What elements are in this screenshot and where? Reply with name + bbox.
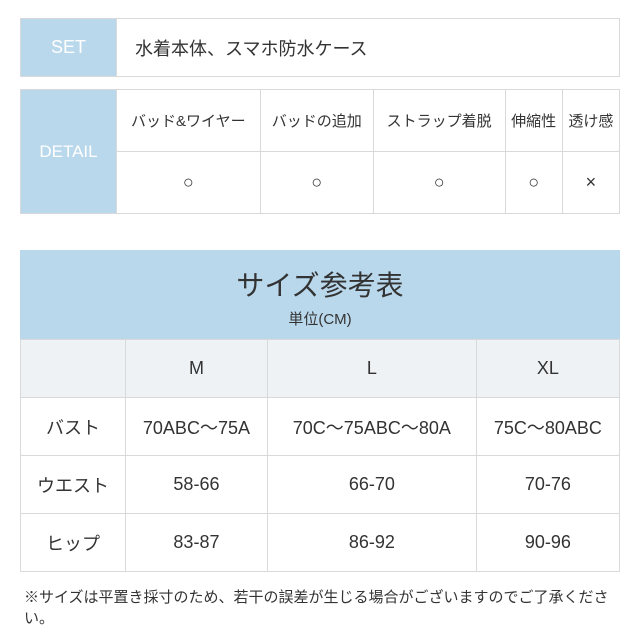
size-cell: 58-66: [126, 456, 268, 514]
set-table: SET 水着本体、スマホ防水ケース: [20, 18, 620, 77]
size-subtitle: 単位(CM): [20, 308, 620, 329]
detail-symbol: ×: [562, 152, 619, 214]
size-col-header: L: [267, 340, 476, 398]
detail-table: DETAIL バッド&ワイヤー バッドの追加 ストラップ着脱 伸縮性 透け感 ○…: [20, 89, 620, 214]
detail-col: ストラップ着脱: [373, 90, 505, 152]
size-cell: 70-76: [476, 456, 619, 514]
size-cell: 70ABC〜75A: [126, 398, 268, 456]
detail-symbol: ○: [373, 152, 505, 214]
size-col-header: M: [126, 340, 268, 398]
size-title: サイズ参考表: [20, 264, 620, 304]
size-cell: 75C〜80ABC: [476, 398, 619, 456]
size-corner: [21, 340, 126, 398]
detail-symbol: ○: [117, 152, 261, 214]
size-cell: 66-70: [267, 456, 476, 514]
set-label: SET: [21, 19, 117, 77]
size-row-label: バスト: [21, 398, 126, 456]
size-table: M L XL バスト 70ABC〜75A 70C〜75ABC〜80A 75C〜8…: [20, 339, 620, 572]
footnote: ※サイズは平置き採寸のため、若干の誤差が生じる場合がございますのでご了承ください…: [20, 586, 620, 628]
size-header: サイズ参考表 単位(CM): [20, 250, 620, 339]
detail-label: DETAIL: [21, 90, 117, 214]
detail-col: バッド&ワイヤー: [117, 90, 261, 152]
size-cell: 90-96: [476, 514, 619, 572]
detail-symbol: ○: [505, 152, 562, 214]
size-row-label: ウエスト: [21, 456, 126, 514]
detail-col: 透け感: [562, 90, 619, 152]
size-cell: 86-92: [267, 514, 476, 572]
detail-col: バッドの追加: [260, 90, 373, 152]
size-col-header: XL: [476, 340, 619, 398]
detail-symbol: ○: [260, 152, 373, 214]
set-value: 水着本体、スマホ防水ケース: [117, 19, 620, 77]
size-cell: 70C〜75ABC〜80A: [267, 398, 476, 456]
size-cell: 83-87: [126, 514, 268, 572]
size-row-label: ヒップ: [21, 514, 126, 572]
detail-col: 伸縮性: [505, 90, 562, 152]
